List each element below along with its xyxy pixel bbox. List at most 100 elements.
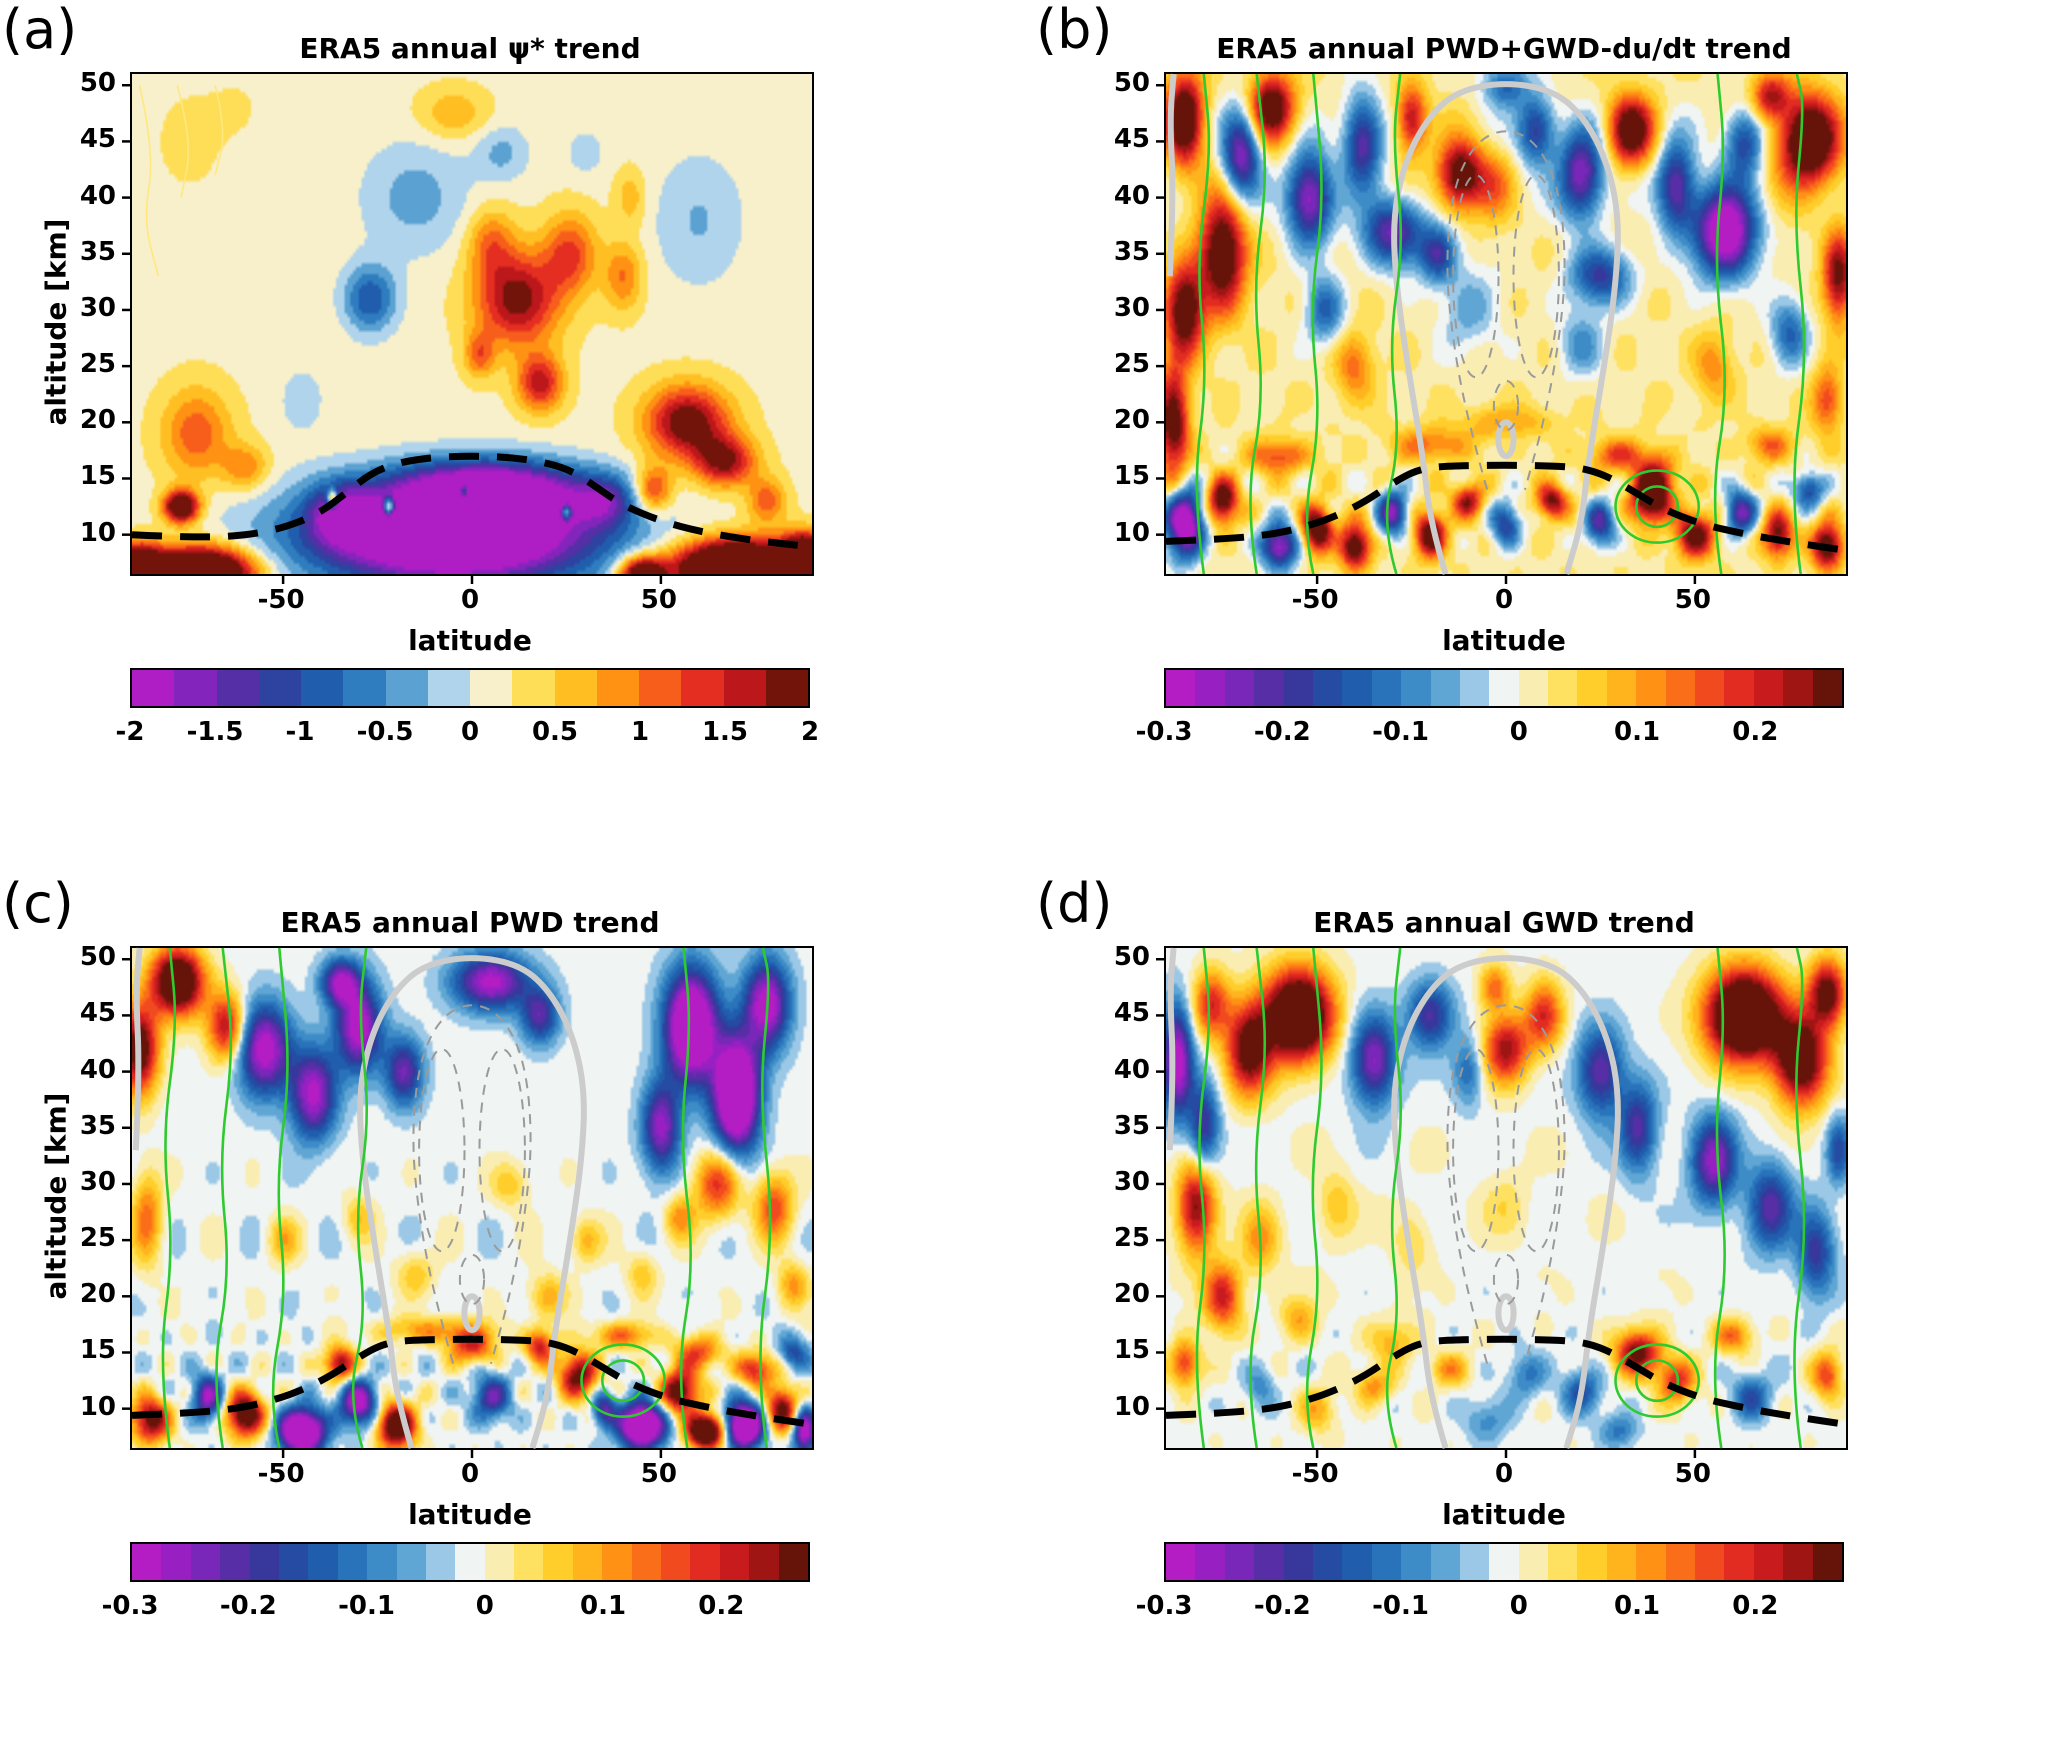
overlay-green-contour bbox=[1614, 469, 1700, 544]
x-tick-label: 50 bbox=[640, 1459, 677, 1489]
colorbar-tick-label: -0.1 bbox=[338, 1591, 395, 1621]
colorbar-segment bbox=[1577, 670, 1607, 706]
colorbar-tick-label: -1 bbox=[285, 717, 315, 747]
panel-b-plot-area bbox=[1156, 72, 1848, 584]
panel-a-label: (a) bbox=[2, 0, 78, 61]
colorbar-segment bbox=[1371, 1544, 1402, 1580]
colorbar-segment bbox=[427, 670, 470, 706]
colorbar-segment bbox=[1459, 1544, 1490, 1580]
overlay-green-contour bbox=[215, 947, 233, 1449]
overlay-green-contour bbox=[1713, 73, 1726, 575]
colorbar-segment bbox=[543, 1544, 573, 1580]
panel-b-title: ERA5 annual PWD+GWD-du/dt trend bbox=[1216, 32, 1792, 65]
y-tick-label: 15 bbox=[1113, 1335, 1150, 1366]
panel-d-contour-field bbox=[1166, 948, 1846, 1448]
colorbar-tick-label: 0.5 bbox=[531, 717, 579, 747]
colorbar-segment bbox=[1195, 1544, 1225, 1580]
overlay-gray_solid-contour bbox=[357, 955, 587, 1449]
colorbar-tick-label: -0.2 bbox=[1253, 717, 1311, 747]
overlay-tropopause-contour bbox=[131, 1335, 813, 1428]
overlay-green-contour bbox=[1305, 947, 1323, 1449]
colorbar-segment bbox=[1636, 670, 1666, 706]
overlay-gray_dashed-contour bbox=[1446, 1004, 1566, 1364]
colorbar-segment bbox=[778, 1544, 808, 1580]
y-tick-label: 25 bbox=[79, 1223, 116, 1254]
colorbar-segment bbox=[278, 1544, 309, 1580]
colorbar-segment bbox=[1518, 1544, 1549, 1580]
overlay-gray_solid-contour bbox=[1391, 955, 1621, 1449]
y-tick-label: 50 bbox=[79, 68, 116, 99]
colorbar-segment bbox=[220, 1544, 250, 1580]
x-tick-label: -50 bbox=[257, 585, 305, 615]
panel-b: (b) ERA5 annual PWD+GWD-du/dt trend lati… bbox=[1034, 0, 2067, 874]
y-tick-label: 15 bbox=[79, 1335, 116, 1366]
panel-a-colorbar bbox=[130, 668, 810, 708]
colorbar-segment bbox=[1753, 1544, 1784, 1580]
overlay-gray_solid-contour bbox=[1495, 419, 1517, 460]
overlay-green-contour bbox=[1713, 947, 1726, 1449]
y-tick-label: 10 bbox=[1113, 1391, 1150, 1422]
colorbar-tick-label: -0.1 bbox=[1372, 717, 1429, 747]
y-tick-label: 50 bbox=[1113, 942, 1150, 973]
y-tick-label: 40 bbox=[79, 1054, 116, 1085]
colorbar-segment bbox=[258, 670, 301, 706]
x-tick-label: -50 bbox=[1291, 585, 1339, 615]
colorbar-segment bbox=[1342, 1544, 1372, 1580]
overlay-yellow-contour bbox=[138, 85, 160, 277]
colorbar-segment bbox=[1371, 670, 1402, 706]
panel-a-contour-field bbox=[132, 74, 812, 574]
colorbar-segment bbox=[602, 1544, 632, 1580]
colorbar-segment bbox=[1224, 1544, 1255, 1580]
colorbar-tick-label: 0 bbox=[1509, 1591, 1528, 1621]
overlay-tropopause-contour bbox=[1165, 1335, 1847, 1428]
overlay-gray_dashed-contour bbox=[1492, 379, 1520, 432]
colorbar-tick-label: -0.3 bbox=[101, 1591, 159, 1621]
y-tick-label: 10 bbox=[79, 517, 116, 548]
colorbar-tick-label: 1 bbox=[630, 717, 650, 747]
panel-b-overlay bbox=[1156, 73, 1847, 584]
panel-b-colorbar bbox=[1164, 668, 1844, 708]
y-tick-label: 35 bbox=[1113, 236, 1150, 267]
colorbar-tick-label: 0 bbox=[460, 717, 480, 747]
x-tick-label: 50 bbox=[640, 585, 677, 615]
y-tick-label: 40 bbox=[1113, 1054, 1150, 1085]
colorbar-segment bbox=[596, 670, 639, 706]
colorbar-segment bbox=[396, 1544, 426, 1580]
colorbar-segment bbox=[1342, 670, 1372, 706]
colorbar-segment bbox=[1577, 1544, 1607, 1580]
colorbar-segment bbox=[1430, 1544, 1460, 1580]
x-tick-label: 0 bbox=[1494, 1459, 1514, 1489]
colorbar-segment bbox=[512, 670, 555, 706]
colorbar-segment bbox=[161, 1544, 191, 1580]
x-tick-label: 0 bbox=[460, 585, 480, 615]
y-tick-label: 50 bbox=[1113, 68, 1150, 99]
colorbar-segment bbox=[425, 1544, 456, 1580]
colorbar-segment bbox=[1401, 670, 1431, 706]
colorbar-tick-label: -0.3 bbox=[1135, 1591, 1193, 1621]
overlay-green-contour bbox=[1195, 947, 1211, 1449]
overlay-green-contour bbox=[679, 947, 692, 1449]
overlay-green-contour bbox=[1195, 73, 1211, 575]
overlay-green-contour bbox=[271, 947, 289, 1449]
y-tick-label: 40 bbox=[79, 180, 116, 211]
overlay-green-contour bbox=[1305, 73, 1323, 575]
x-tick-label: -50 bbox=[1291, 1459, 1339, 1489]
colorbar-segment bbox=[470, 670, 513, 706]
colorbar-segment bbox=[1812, 1544, 1842, 1580]
overlay-green-contour bbox=[759, 947, 772, 1449]
overlay-gray_dashed-contour bbox=[478, 1048, 526, 1253]
x-tick-label: 0 bbox=[1494, 585, 1514, 615]
panel-d-title: ERA5 annual GWD trend bbox=[1313, 906, 1695, 939]
colorbar-segment bbox=[1695, 1544, 1725, 1580]
colorbar-tick-label: 1.5 bbox=[701, 717, 749, 747]
y-tick-label: 35 bbox=[79, 1110, 116, 1141]
colorbar-segment bbox=[132, 670, 175, 706]
panel-d-plot-area bbox=[1156, 946, 1848, 1458]
colorbar-segment bbox=[554, 670, 597, 706]
overlay-gray_dashed-contour bbox=[412, 1004, 532, 1364]
colorbar-segment bbox=[1224, 670, 1255, 706]
overlay-gray_dashed-contour bbox=[1512, 1048, 1560, 1253]
y-tick-label: 45 bbox=[1113, 998, 1150, 1029]
y-tick-label: 20 bbox=[1113, 1279, 1150, 1310]
y-tick-label: 25 bbox=[1113, 1223, 1150, 1254]
